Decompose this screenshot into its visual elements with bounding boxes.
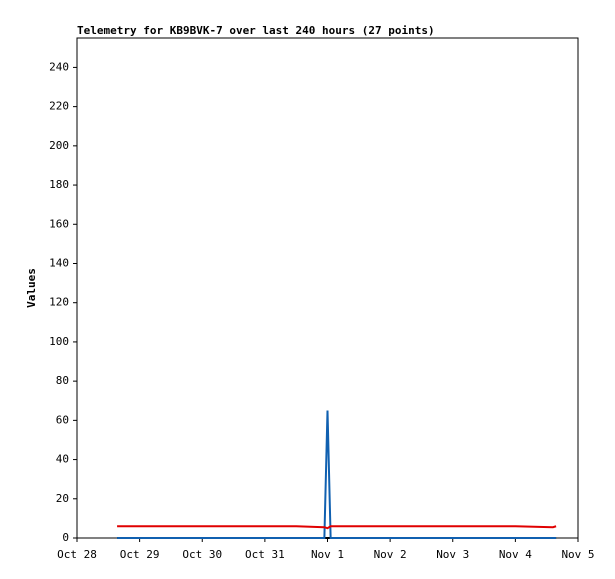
y-tick-label: 160	[49, 217, 69, 230]
y-tick-label: 180	[49, 178, 69, 191]
y-tick-label: 60	[56, 413, 69, 426]
x-tick-label: Nov 1	[311, 548, 344, 561]
x-tick-label: Nov 4	[499, 548, 532, 561]
x-tick-label: Oct 28	[57, 548, 97, 561]
x-tick-label: Nov 5	[561, 548, 594, 561]
x-tick-label: Nov 3	[436, 548, 469, 561]
y-tick-label: 140	[49, 256, 69, 269]
y-tick-label: 20	[56, 492, 69, 505]
series-line	[117, 525, 557, 530]
y-tick-label: 200	[49, 139, 69, 152]
x-tick-label: Oct 30	[182, 548, 222, 561]
y-tick-label: 80	[56, 374, 69, 387]
series-line	[117, 410, 557, 539]
plot-frame	[76, 37, 579, 539]
y-tick-label: 0	[62, 531, 69, 544]
y-tick-label: 40	[56, 453, 69, 466]
y-tick-label: 120	[49, 296, 69, 309]
x-tick-label: Oct 31	[245, 548, 285, 561]
x-tick-label: Nov 2	[374, 548, 407, 561]
y-axis-label: Values	[25, 268, 38, 308]
y-tick-label: 220	[49, 100, 69, 113]
x-tick-label: Oct 29	[120, 548, 160, 561]
y-tick-label: 100	[49, 335, 69, 348]
y-tick-label: 240	[49, 60, 69, 73]
chart-title: Telemetry for KB9BVK-7 over last 240 hou…	[77, 24, 435, 37]
